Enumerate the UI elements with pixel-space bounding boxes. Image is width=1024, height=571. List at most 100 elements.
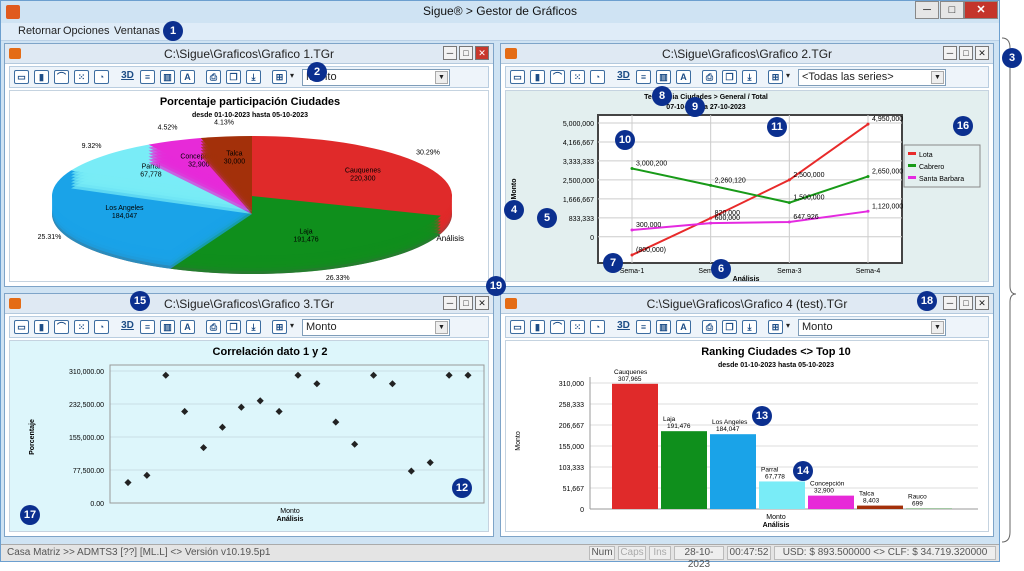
slice-value-label: 220,300 [350,175,375,182]
scatter-point [370,372,377,379]
callout-marker: 13 [752,406,772,426]
callout-marker: 11 [767,117,787,137]
window-close-button[interactable]: ✕ [475,296,489,310]
3d-toggle-button[interactable]: 3D [616,320,631,334]
window-title-bar[interactable]: C:\Sigue\Graficos\Grafico 2.TGr ─ □ ✕ [501,44,993,64]
save-icon[interactable]: ▭ [510,320,525,334]
grid-icon[interactable]: ≡ [140,320,155,334]
y-tick-label: 2,500,000 [563,178,594,185]
series-icon[interactable]: ⊞ [272,320,287,334]
maximize-button[interactable]: □ [940,1,964,19]
pie-icon[interactable]: ◔ [590,320,605,334]
slice-percent-label: 30.29% [416,149,440,156]
dropdown-arrow-icon[interactable]: ▼ [435,71,448,84]
series-select[interactable]: <Todas las series>▼ [798,69,946,86]
bar-chart-icon[interactable]: ▮ [530,70,545,84]
print-icon[interactable]: ⎙ [702,320,717,334]
save-icon[interactable]: ▭ [14,70,29,84]
export-icon[interactable]: ⤓ [246,70,261,84]
scatter-point [408,468,415,475]
columns-icon[interactable]: ▥ [656,70,671,84]
close-button[interactable]: ✕ [964,1,998,19]
copy-icon[interactable]: ❐ [226,70,241,84]
chevron-down-icon[interactable]: ▾ [290,71,294,80]
window-title-bar[interactable]: C:\Sigue\Graficos\Grafico 3.TGr ─ □ ✕ [5,294,493,314]
pie-icon[interactable]: ◔ [94,70,109,84]
window-minimize-button[interactable]: ─ [943,296,957,310]
line-chart-icon[interactable]: ⌒ [54,70,69,84]
line-chart-icon[interactable]: ⌒ [54,320,69,334]
scatter-icon[interactable]: ⁙ [74,320,89,334]
save-icon[interactable]: ▭ [14,320,29,334]
text-format-icon[interactable]: A [676,320,691,334]
window-close-button[interactable]: ✕ [975,296,989,310]
series-select[interactable]: Monto▼ [302,319,450,336]
columns-icon[interactable]: ▥ [656,320,671,334]
bar-chart-icon[interactable]: ▮ [34,70,49,84]
columns-icon[interactable]: ▥ [160,70,175,84]
window-maximize-button[interactable]: □ [459,296,473,310]
scatter-point [313,380,320,387]
print-icon[interactable]: ⎙ [702,70,717,84]
print-icon[interactable]: ⎙ [206,320,221,334]
grid-icon[interactable]: ≡ [636,320,651,334]
window-maximize-button[interactable]: □ [459,46,473,60]
save-icon[interactable]: ▭ [510,70,525,84]
bar-chart-icon[interactable]: ▮ [34,320,49,334]
3d-toggle-button[interactable]: 3D [120,70,135,84]
grid-icon[interactable]: ≡ [140,70,155,84]
3d-toggle-button[interactable]: 3D [616,70,631,84]
text-format-icon[interactable]: A [180,70,195,84]
grid-icon[interactable]: ≡ [636,70,651,84]
menu-opciones[interactable]: Opciones [63,25,109,37]
pie-icon[interactable]: ◔ [590,70,605,84]
chevron-down-icon[interactable]: ▾ [786,71,790,80]
series-select[interactable]: Monto▼ [798,319,946,336]
chevron-down-icon[interactable]: ▾ [786,321,790,330]
chevron-down-icon[interactable]: ▾ [290,321,294,330]
menu-retornar[interactable]: Retornar [18,25,61,37]
window-maximize-button[interactable]: □ [959,46,973,60]
window-title-bar[interactable]: C:\Sigue\Graficos\Grafico 1.TGr ─ □ ✕ [5,44,493,64]
window-minimize-button[interactable]: ─ [443,296,457,310]
window-minimize-button[interactable]: ─ [443,46,457,60]
window-close-button[interactable]: ✕ [475,46,489,60]
copy-icon[interactable]: ❐ [722,70,737,84]
window-minimize-button[interactable]: ─ [943,46,957,60]
scatter-point [219,424,226,431]
dropdown-arrow-icon[interactable]: ▼ [435,321,448,334]
bar-chart-icon[interactable]: ▮ [530,320,545,334]
y-tick-label: 3,333,333 [563,159,594,166]
copy-icon[interactable]: ❐ [226,320,241,334]
export-icon[interactable]: ⤓ [246,320,261,334]
print-icon[interactable]: ⎙ [206,70,221,84]
3d-toggle-button[interactable]: 3D [120,320,135,334]
chart-window-4[interactable]: C:\Sigue\Graficos\Grafico 4 (test).TGr ─… [500,293,994,537]
export-icon[interactable]: ⤓ [742,70,757,84]
line-chart-icon[interactable]: ⌒ [550,70,565,84]
series-icon[interactable]: ⊞ [272,70,287,84]
dropdown-arrow-icon[interactable]: ▼ [931,71,944,84]
columns-icon[interactable]: ▥ [160,320,175,334]
copy-icon[interactable]: ❐ [722,320,737,334]
series-icon[interactable]: ⊞ [768,70,783,84]
dropdown-arrow-icon[interactable]: ▼ [931,321,944,334]
chart-window-3[interactable]: C:\Sigue\Graficos\Grafico 3.TGr ─ □ ✕ ▭ ▮… [4,293,494,537]
menu-ventanas[interactable]: Ventanas [114,25,160,37]
scatter-icon[interactable]: ⁙ [74,70,89,84]
text-format-icon[interactable]: A [676,70,691,84]
window-maximize-button[interactable]: □ [959,296,973,310]
minimize-button[interactable]: ─ [915,1,939,19]
text-format-icon[interactable]: A [180,320,195,334]
window-close-button[interactable]: ✕ [975,46,989,60]
line-chart-icon[interactable]: ⌒ [550,320,565,334]
chart-window-1[interactable]: C:\Sigue\Graficos\Grafico 1.TGr ─ □ ✕ ▭ ▮… [4,43,494,287]
pie-icon[interactable]: ◔ [94,320,109,334]
export-icon[interactable]: ⤓ [742,320,757,334]
callout-marker: 17 [20,505,40,525]
chart-window-2[interactable]: C:\Sigue\Graficos\Grafico 2.TGr ─ □ ✕ ▭ ▮… [500,43,994,287]
series-icon[interactable]: ⊞ [768,320,783,334]
scatter-icon[interactable]: ⁙ [570,70,585,84]
scatter-icon[interactable]: ⁙ [570,320,585,334]
